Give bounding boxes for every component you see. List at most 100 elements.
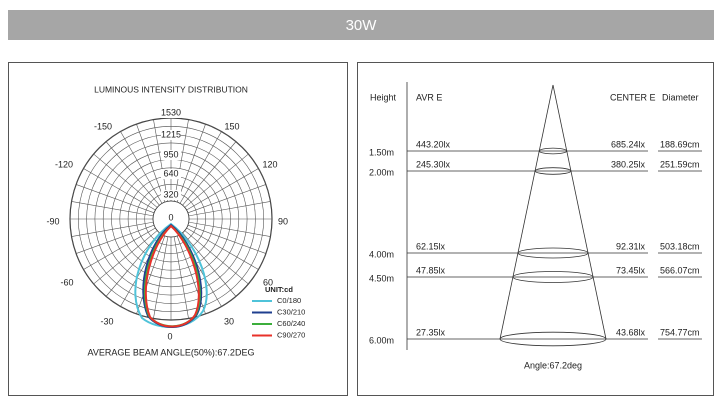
row-avr: 47.85lx (416, 265, 446, 275)
spoke (173, 119, 189, 202)
spoke (136, 123, 166, 203)
spoke (71, 221, 154, 237)
row-center: 73.45lx (616, 265, 646, 275)
ring-label: 1530 (161, 107, 181, 117)
spoke (186, 227, 259, 270)
spoke (173, 236, 189, 319)
angle-label: 60 (263, 277, 273, 287)
spoke (182, 232, 237, 297)
spoke (182, 141, 237, 206)
spoke (186, 168, 259, 211)
row-diameter: 566.07cm (660, 265, 700, 275)
illuminance-panel (357, 62, 714, 396)
row-height: 6.00m (369, 335, 394, 345)
intensity-panel (8, 62, 348, 396)
light-spot (499, 331, 607, 347)
angle-label: -60 (60, 277, 73, 287)
spoke (120, 131, 163, 204)
spoke (93, 153, 158, 208)
ring-label: 320 (163, 189, 178, 199)
row-diameter: 251.59cm (660, 159, 700, 169)
ring-label: 950 (163, 149, 178, 159)
angle-label: 120 (262, 159, 277, 169)
spoke (153, 119, 169, 202)
spoke (184, 230, 249, 285)
header-avr: AVR E (416, 92, 442, 102)
spoke (83, 168, 156, 211)
spoke (153, 236, 169, 319)
header-bar (8, 10, 714, 40)
angle-label: 150 (224, 121, 239, 131)
ring-label-bg (161, 213, 181, 223)
row-center: 380.25lx (611, 159, 646, 169)
header-diameter: Diameter (662, 92, 699, 102)
legend-label: C60/240 (277, 319, 305, 328)
spoke (187, 184, 267, 214)
row-avr: 245.30lx (416, 159, 451, 169)
row-height: 4.00m (369, 249, 394, 259)
ring-label-bg (161, 150, 181, 160)
header-center: CENTER E (610, 92, 656, 102)
polar-grid: 1530 1215 950 640 320 0 -150 150 -120 120 -90 90 -60… (46, 107, 288, 341)
ring-label-bg (161, 169, 181, 179)
light-spot (517, 247, 589, 259)
ring-label-bg (161, 108, 181, 118)
header-title: 30W (346, 17, 378, 34)
angle-label: 0 (167, 331, 172, 341)
light-spot (534, 167, 572, 175)
angle-label: -120 (55, 159, 73, 169)
angle-label: -30 (100, 316, 113, 326)
illuminance-diagram: Height AVR E CENTER E Diameter 1.50m 443.20lx… (369, 82, 702, 370)
angle-label: -150 (94, 121, 112, 131)
spoke (93, 230, 158, 285)
row-avr: 62.15lx (416, 241, 446, 251)
row-center: 43.68lx (616, 327, 646, 337)
row-avr: 27.35lx (416, 327, 446, 337)
row-height: 1.50m (369, 147, 394, 157)
row-height: 2.00m (369, 167, 394, 177)
spoke (188, 221, 271, 237)
intensity-title: LUMINOUS INTENSITY DISTRIBUTION (94, 84, 248, 94)
row-diameter: 503.18cm (660, 241, 700, 251)
spoke (187, 224, 267, 254)
cone-edge (499, 84, 554, 340)
spoke (188, 201, 271, 217)
row-diameter: 754.77cm (660, 327, 700, 337)
ring-label: 1215 (161, 129, 181, 139)
row-center: 92.31lx (616, 241, 646, 251)
legend-unit: UNIT:cd (265, 285, 293, 294)
spoke (75, 184, 155, 214)
angle-label: 30 (224, 316, 234, 326)
ring-label: 0 (168, 212, 173, 222)
row-diameter: 188.69cm (660, 139, 700, 149)
spoke (176, 123, 206, 203)
spoke (136, 235, 166, 315)
spoke (105, 141, 160, 206)
spoke (75, 224, 155, 254)
legend: UNIT:cd C0/180 C30/210 C60/240 C90/270 (252, 285, 305, 339)
spoke (179, 131, 222, 204)
light-spot (512, 271, 594, 283)
legend-label: C90/270 (277, 330, 305, 339)
row-height: 4.50m (369, 273, 394, 283)
row-avr: 443.20lx (416, 139, 451, 149)
light-spot (538, 147, 568, 155)
legend-label: C30/210 (277, 307, 305, 316)
spoke (71, 201, 154, 217)
row-center: 685.24lx (611, 139, 646, 149)
spoke (184, 153, 249, 208)
ring-label: 640 (163, 168, 178, 178)
illuminance-footer: Angle:67.2deg (524, 360, 582, 370)
ring-label-bg (161, 130, 181, 140)
angle-label: 90 (278, 216, 288, 226)
distribution-curves (134, 222, 208, 329)
cone-edge (552, 84, 607, 340)
intensity-footer: AVERAGE BEAM ANGLE(50%):67.2DEG (88, 347, 255, 357)
legend-label: C0/180 (277, 296, 301, 305)
header-height: Height (370, 92, 397, 102)
spoke (83, 227, 156, 270)
ring-label-bg (161, 190, 181, 200)
angle-label: -90 (46, 216, 59, 226)
